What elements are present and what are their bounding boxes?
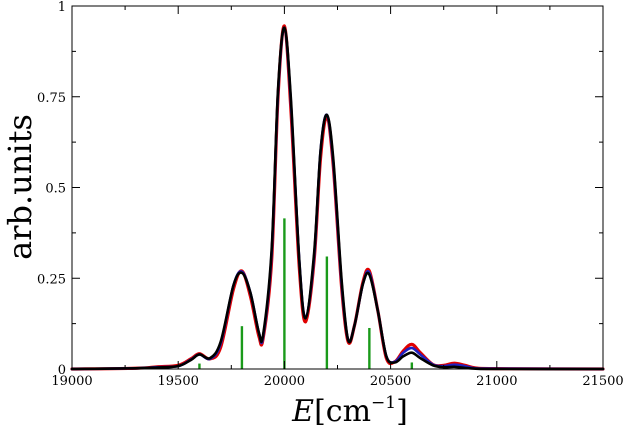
x-axis-variable: E — [291, 394, 314, 429]
x-tick-label-19500: 19500 — [158, 374, 199, 389]
series-layer — [70, 24, 605, 371]
y-tick-label-0.5: 0.5 — [45, 182, 66, 197]
x-axis-bracket-open: [ — [314, 394, 326, 429]
x-axis-label: E[cm−1] — [291, 393, 408, 429]
series-line-2 — [70, 26, 605, 371]
x-axis-unit: cm — [326, 394, 371, 429]
plot-frame — [71, 5, 604, 370]
series-line-1 — [70, 24, 605, 371]
x-axis-exponent: −1 — [371, 393, 396, 413]
y-tick-label-1: 1 — [58, 0, 66, 15]
x-tick-label-20500: 20500 — [370, 374, 411, 389]
x-tick-label-19000: 19000 — [51, 374, 92, 389]
y-tick-label-0.25: 0.25 — [37, 272, 66, 287]
y-tick-label-0.75: 0.75 — [37, 91, 66, 106]
x-tick-label-21000: 21000 — [476, 374, 517, 389]
x-tick-label-21500: 21500 — [582, 374, 623, 389]
series-line-3 — [70, 26, 605, 371]
x-tick-label-20000: 20000 — [264, 374, 305, 389]
tick-layer: 19000 19500 20000 20500 21000 21500 0 0.25 0.5 0.… — [37, 0, 623, 389]
y-axis-label: arb.units — [1, 114, 39, 260]
y-tick-label-0: 0 — [58, 363, 66, 378]
x-axis-bracket-close: ] — [396, 394, 408, 429]
